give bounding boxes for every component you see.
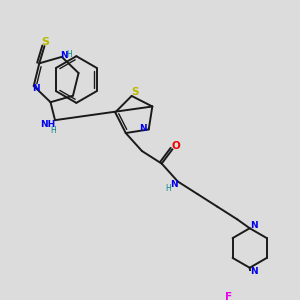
Text: O: O [172, 141, 180, 151]
Text: N: N [140, 124, 147, 133]
Text: H: H [66, 50, 72, 59]
Text: N: N [250, 267, 258, 276]
Text: H: H [50, 126, 56, 135]
Text: F: F [224, 292, 232, 300]
Text: H: H [165, 184, 171, 193]
Text: N: N [32, 84, 39, 93]
Text: NH: NH [40, 120, 56, 129]
Text: N: N [250, 221, 258, 230]
Text: S: S [41, 37, 50, 46]
Text: N: N [170, 180, 178, 189]
Text: S: S [131, 87, 139, 97]
Text: N: N [60, 52, 68, 61]
